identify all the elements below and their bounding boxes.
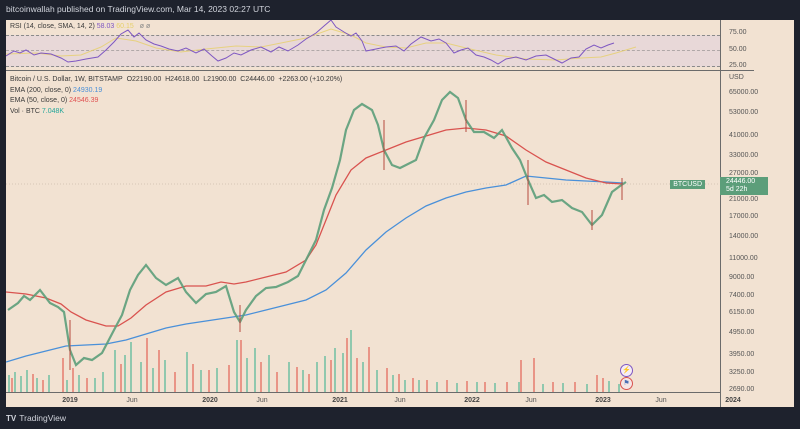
volume-value: 7.048K (41, 107, 65, 115)
rsi-level-50: 50.00 (729, 46, 747, 53)
candles (7, 90, 627, 370)
rsi-sma-value: 60.15 (116, 23, 134, 30)
ema200-value: 24930.19 (73, 86, 103, 94)
symbol-ohlc-row: Bitcoin / U.S. Dollar, 1W, BITSTAMP O221… (10, 75, 342, 86)
rsi-midline (6, 50, 720, 51)
ema200-line (6, 175, 624, 363)
current-price-tag: 24446.00 5d 22h (720, 177, 768, 195)
rsi-legend[interactable]: RSI (14, close, SMA, 14, 2) 58.03 60.15 … (10, 23, 150, 30)
volume-label: Vol · BTC (10, 107, 40, 115)
tradingview-brand: TradingView (19, 413, 67, 423)
publisher-caption: bitcoinwallah published on TradingView.c… (6, 4, 271, 14)
price-axis[interactable]: 75.00 50.00 25.00 USD 65000.00 53000.00 … (720, 20, 795, 407)
time-label: 2021 (332, 397, 348, 404)
rsi-plot (6, 20, 637, 65)
time-label: 2020 (202, 397, 218, 404)
ema200-legend[interactable]: EMA (200, close, 0) 24930.19 (10, 86, 342, 97)
price-legend[interactable]: Bitcoin / U.S. Dollar, 1W, BITSTAMP O221… (10, 75, 342, 117)
time-label: 2019 (62, 397, 78, 404)
time-label: Jun (525, 397, 537, 404)
time-label: Jun (394, 397, 406, 404)
ema50-value: 24546.39 (69, 97, 99, 104)
price-tick: 17000.00 (729, 213, 759, 220)
price-tick: 6150.00 (729, 309, 755, 316)
time-label: Jun (256, 397, 268, 404)
chart-frame[interactable]: RSI (14, close, SMA, 14, 2) 58.03 60.15 … (6, 20, 794, 407)
bar-countdown: 5d 22h (726, 186, 748, 193)
currency-label: USD (729, 74, 744, 81)
time-label: 2023 (595, 397, 611, 404)
volume-legend[interactable]: Vol · BTC 7.048K (10, 107, 342, 118)
rsi-band (6, 35, 720, 67)
price-tick: 7400.00 (729, 292, 755, 299)
price-tick: 33000.00 (729, 152, 759, 159)
rsi-label: RSI (14, close, SMA, 14, 2) (10, 23, 95, 30)
tradingview-logo[interactable]: TV TradingView (6, 413, 66, 423)
lightning-event-icon[interactable]: ⚡ (620, 364, 633, 377)
price-tick: 21000.00 (729, 196, 759, 203)
time-axis[interactable]: 2019 Jun 2020 Jun 2021 Jun 2022 Jun 2023… (6, 392, 741, 408)
ohlc-close: C24446.00 (240, 76, 275, 83)
time-label: Jun (126, 397, 138, 404)
price-tick: 14000.00 (729, 233, 759, 240)
symbol-tag-label: BTCUSD (670, 180, 705, 189)
price-tick: 65000.00 (729, 89, 759, 96)
price-tick: 2690.00 (729, 386, 755, 393)
rsi-pane[interactable]: RSI (14, close, SMA, 14, 2) 58.03 60.15 … (6, 20, 754, 71)
price-tick: 4950.00 (729, 329, 755, 336)
price-tick: 11000.00 (729, 255, 758, 262)
price-tick: 27000.00 (729, 170, 759, 177)
current-price: 24446.00 (726, 178, 756, 185)
rsi-level-25: 25.00 (729, 62, 747, 69)
tradingview-logo-icon: TV (6, 413, 17, 423)
price-tick: 41000.00 (729, 132, 759, 139)
ohlc-low: L21900.00 (203, 76, 237, 83)
ema50-legend[interactable]: EMA (50, close, 0) 24546.39 (10, 96, 342, 107)
volume-bars (8, 330, 620, 392)
price-tick: 9000.00 (729, 274, 755, 281)
ohlc-open: O22190.00 (126, 76, 162, 83)
rsi-value: 58.03 (96, 23, 115, 30)
price-plot[interactable] (6, 20, 720, 392)
rsi-extra: ø ø (139, 23, 151, 30)
ohlc-change: +2263.00 (+10.20%) (278, 76, 343, 83)
economic-event-flag-icon[interactable]: ⚑ (620, 377, 633, 390)
symbol-line: Bitcoin / U.S. Dollar, 1W, BITSTAMP (10, 76, 123, 83)
price-tick: 53000.00 (729, 109, 759, 116)
ema50-label: EMA (50, close, 0) (10, 97, 68, 104)
price-tick: 3250.00 (729, 369, 755, 376)
time-label: 2024 (725, 397, 741, 404)
time-label: 2022 (464, 397, 480, 404)
ohlc-high: H24618.00 (165, 76, 200, 83)
ema200-label: EMA (200, close, 0) (10, 86, 72, 94)
price-tick: 3950.00 (729, 351, 755, 358)
time-label: Jun (655, 397, 667, 404)
rsi-level-75: 75.00 (729, 29, 747, 36)
